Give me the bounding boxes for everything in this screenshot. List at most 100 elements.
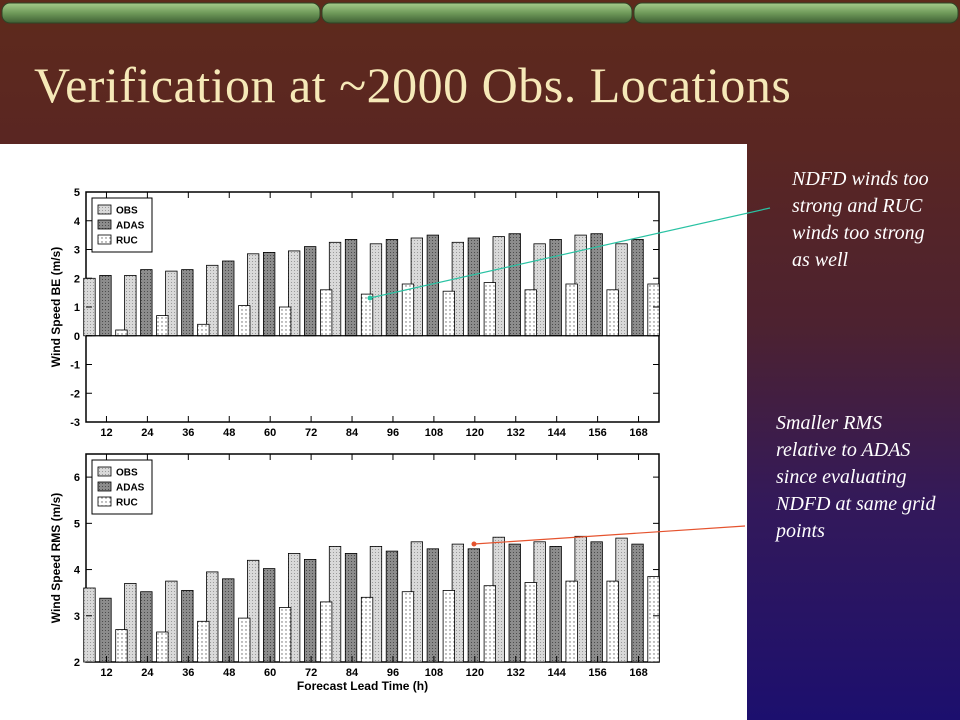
bar-adas (467, 237, 481, 337)
legend-swatch-ruc (97, 234, 112, 245)
bar-ruc (197, 323, 210, 337)
bar-adas (222, 578, 235, 663)
bar-adas (385, 550, 399, 663)
bar-ruc (401, 283, 415, 337)
x-tick-label: 132 (507, 667, 525, 679)
legend-label-adas: ADAS (116, 483, 145, 494)
legend-swatch-obs (97, 204, 112, 215)
bar-adas (549, 545, 562, 663)
x-tick-label: 120 (466, 427, 484, 439)
x-tick-label: 168 (629, 427, 647, 439)
bar-adas (467, 548, 481, 663)
bar-ruc (647, 576, 660, 663)
bar-ruc (319, 601, 333, 663)
legend-swatch-ruc (97, 496, 112, 507)
x-tick-label: 48 (223, 667, 235, 679)
x-tick-label: 24 (141, 427, 154, 439)
legend-swatch-adas (97, 219, 112, 230)
y-tick-label: 3 (74, 611, 80, 623)
bar-adas (344, 239, 358, 337)
y-tick-label: 3 (74, 245, 80, 257)
bar-adas (99, 597, 112, 663)
bar-ruc (483, 282, 497, 337)
x-tick-label: 168 (629, 667, 647, 679)
slide-title: Verification at ~2000 Obs. Locations (34, 57, 792, 113)
y-tick-label: 4 (74, 565, 81, 577)
annotation-ndfd-winds: NDFD winds too strong and RUC winds too … (792, 168, 929, 271)
x-tick-label: 84 (346, 427, 359, 439)
x-tick-label: 24 (141, 667, 154, 679)
x-tick-label: 96 (387, 667, 399, 679)
bar-adas (590, 541, 603, 663)
bar-adas (344, 552, 358, 663)
bar-obs (124, 582, 137, 663)
bar-adas (181, 589, 194, 663)
bar-ruc (278, 607, 292, 663)
x-tick-label: 108 (425, 427, 443, 439)
x-tick-label: 96 (387, 427, 399, 439)
bar-adas (508, 233, 521, 337)
bar-ruc (401, 591, 415, 663)
bar-ruc (156, 631, 169, 663)
x-tick-label: 156 (588, 667, 606, 679)
bar-ruc (278, 306, 292, 337)
bar-adas (303, 558, 317, 663)
bar-ruc (319, 289, 333, 337)
bar-obs (165, 580, 178, 663)
x-tick-label: 36 (182, 427, 194, 439)
bar-adas (385, 239, 399, 337)
bar-ruc (238, 617, 251, 663)
x-tick-label: 72 (305, 427, 317, 439)
bar-ruc (360, 596, 374, 663)
legend-label-obs: OBS (116, 206, 138, 217)
bar-adas (303, 246, 317, 337)
bar-adas (140, 269, 153, 337)
bar-ruc (442, 290, 456, 337)
y-tick-label: 5 (74, 187, 80, 199)
legend-label-obs: OBS (116, 468, 138, 479)
y-tick-label: 2 (74, 657, 80, 669)
wood-segment (1, 2, 321, 24)
bar-adas (590, 233, 603, 337)
bar-obs (83, 587, 96, 663)
x-tick-label: 120 (466, 667, 484, 679)
x-axis-label: Forecast Lead Time (h) (297, 679, 428, 693)
bar-ruc (483, 585, 497, 663)
x-tick-label: 12 (100, 427, 112, 439)
bar-adas (99, 274, 112, 337)
x-tick-label: 12 (100, 667, 112, 679)
bar-ruc (565, 283, 578, 337)
bar-ruc (524, 289, 537, 337)
x-tick-label: 84 (346, 667, 359, 679)
bar-adas (181, 269, 194, 337)
legend-swatch-adas (97, 481, 112, 492)
x-tick-label: 48 (223, 427, 235, 439)
bar-obs (124, 274, 137, 337)
bar-ruc (606, 289, 619, 337)
bar-adas (631, 239, 644, 337)
y-tick-label: -3 (70, 417, 80, 429)
bar-adas (262, 568, 276, 663)
x-tick-label: 60 (264, 667, 276, 679)
bar-ruc (197, 620, 210, 663)
wood-segment (633, 2, 959, 24)
bar-adas (508, 543, 521, 663)
bar-ruc (156, 315, 169, 337)
chart-panel: 5 4 3 2 1 0 -1 -2 -3 12 24 36 48 60 72 84 96 108 120 132 144… (0, 144, 747, 720)
y-tick-label: -2 (70, 388, 80, 400)
x-tick-label: 108 (425, 667, 443, 679)
legend-label-adas: ADAS (116, 221, 145, 232)
y-tick-label: -1 (70, 360, 80, 372)
bar-ruc (238, 305, 251, 337)
bar-adas (631, 543, 644, 663)
legend-label-ruc: RUC (116, 498, 138, 509)
x-tick-label: 132 (507, 427, 525, 439)
bar-ruc (360, 293, 374, 337)
bar-obs (206, 571, 219, 663)
bar-ruc (524, 582, 537, 663)
x-tick-label: 144 (547, 667, 566, 679)
bar-adas (262, 252, 276, 337)
x-tick-label: 72 (305, 667, 317, 679)
x-tick-label: 36 (182, 667, 194, 679)
